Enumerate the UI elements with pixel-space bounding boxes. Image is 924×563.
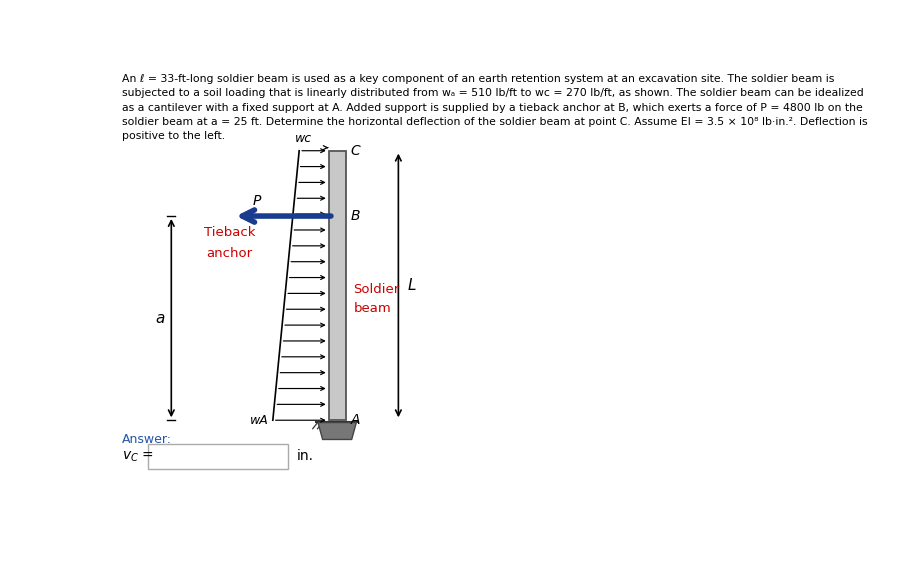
Polygon shape: [318, 422, 357, 440]
Bar: [148, 444, 287, 469]
Text: P: P: [252, 194, 261, 208]
Text: C: C: [350, 144, 360, 158]
Text: $v_C$ =: $v_C$ =: [122, 449, 153, 463]
Text: An ℓ = 33-ft-long soldier beam is used as a key component of an earth retention : An ℓ = 33-ft-long soldier beam is used a…: [122, 74, 868, 141]
Text: wA: wA: [250, 414, 269, 427]
Text: Tieback: Tieback: [203, 226, 255, 239]
Text: L: L: [407, 278, 416, 293]
Text: a: a: [156, 311, 165, 325]
Text: anchor: anchor: [206, 247, 252, 260]
Bar: [329, 151, 346, 420]
Text: Answer:: Answer:: [122, 434, 172, 446]
Text: beam: beam: [353, 302, 391, 315]
Text: A: A: [350, 413, 359, 427]
Text: in.: in.: [297, 449, 314, 463]
Text: wc: wc: [295, 132, 311, 145]
Text: Soldier: Soldier: [353, 283, 400, 296]
Text: B: B: [350, 209, 359, 223]
